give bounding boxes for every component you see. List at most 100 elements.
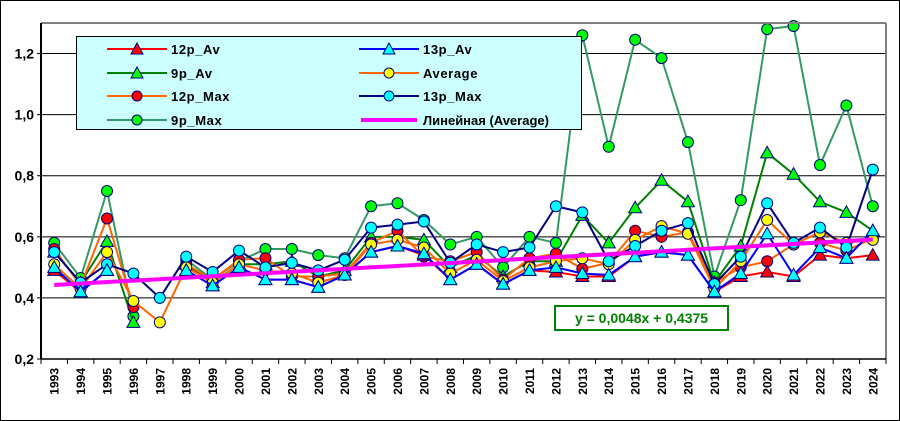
data-point [495,276,511,290]
x-tick-label: 2009 [470,368,484,395]
data-point [310,279,326,293]
y-axis-ticks: 0,2 0,4 0,6 0,8 1,0 1,2 [15,46,41,367]
x-tick-label: 2018 [708,368,722,395]
y-tick-label: 0,4 [15,290,35,306]
data-point [231,259,247,273]
x-tick-label: 2008 [444,368,458,395]
x-tick-label: 1997 [153,368,167,395]
data-point [497,246,510,259]
data-point [523,241,536,254]
data-point [812,247,828,261]
x-tick-label: 2024 [866,368,880,395]
data-point [153,316,166,329]
data-point [284,272,300,286]
data-point [654,172,669,186]
data-point [627,200,643,214]
data-point [759,264,775,278]
data-point [127,267,140,280]
data-point [759,145,775,159]
x-tick-label: 1995 [101,368,115,395]
x-tick-label: 2007 [417,368,431,395]
x-tick-label: 2019 [734,368,748,395]
x-tick-label: 2014 [602,368,616,395]
y-tick-label: 0,2 [15,351,35,367]
x-tick-label: 2001 [259,368,273,395]
data-point [655,224,668,237]
data-point [813,159,826,172]
legend-item-9p-max: 9p_Max [107,110,222,130]
x-tick-label: 1996 [127,368,141,395]
data-point [812,239,828,254]
x-tick-label: 2021 [787,368,801,395]
data-point [101,185,114,197]
data-point [233,244,246,257]
data-point [866,200,879,213]
legend-swatch-icon [361,118,417,122]
data-point [365,221,378,234]
x-tick-label: 2006 [391,368,405,395]
legend-item-13p-av: 13p_Av [359,39,472,59]
x-tick-label: 2002 [285,368,299,395]
data-point [681,217,694,230]
data-point [549,200,562,213]
data-point [127,294,140,307]
legend-item-average: Average [359,63,478,83]
data-point [733,265,749,279]
data-point [417,215,430,228]
x-tick-label: 2004 [338,368,352,395]
data-point [865,223,881,237]
legend-swatch-icon [107,42,167,55]
x-tick-label: 2003 [312,368,326,395]
x-tick-label: 2023 [840,368,854,395]
y-tick-label: 0,6 [15,229,35,245]
legend-swatch-icon [107,114,167,126]
legend-label: 9p_Max [171,112,223,128]
data-point [205,278,220,292]
data-point [285,256,298,269]
legend-item-9p-av: 9p_Av [107,63,213,83]
y-tick-label: 1,0 [15,107,35,123]
x-tick-label: 2000 [233,368,247,395]
series-13p-max [48,163,879,304]
data-point [312,249,325,262]
data-point [48,246,61,259]
data-point [470,238,483,251]
axes [40,22,887,360]
legend-item-trendline: Линейная (Average) [359,110,549,130]
data-point [574,265,590,279]
data-point [126,314,141,328]
data-point [761,214,774,227]
data-point [363,244,379,258]
legend-label: Линейная (Average) [423,112,549,128]
data-point [391,197,404,210]
data-point [46,259,62,273]
data-point [786,166,801,180]
legend-swatch-icon [107,66,167,79]
data-point [680,194,696,208]
legend-swatch-icon [359,42,419,55]
legend-swatch-icon [107,90,167,102]
x-tick-label: 2017 [681,368,695,395]
data-point [390,238,405,252]
chart-legend: 12p_Av 13p_Av 9p_Av Average 12p_Max 13p_… [76,36,582,130]
x-tick-label: 2010 [497,368,511,395]
data-point [839,250,854,264]
data-point [761,23,774,36]
data-point [258,272,273,286]
data-point [99,262,115,276]
data-point [866,163,879,176]
data-point [840,99,853,112]
data-point [734,194,747,207]
data-point [761,197,774,210]
data-point [338,253,351,266]
legend-label: Average [423,65,479,81]
x-tick-label: 2016 [655,368,669,395]
x-tick-label: 2022 [813,368,827,395]
data-point [707,284,722,298]
data-point [734,250,747,263]
data-point [602,140,615,153]
data-point [813,221,826,234]
data-point [153,291,166,304]
legend-label: 12p_Av [171,41,221,57]
